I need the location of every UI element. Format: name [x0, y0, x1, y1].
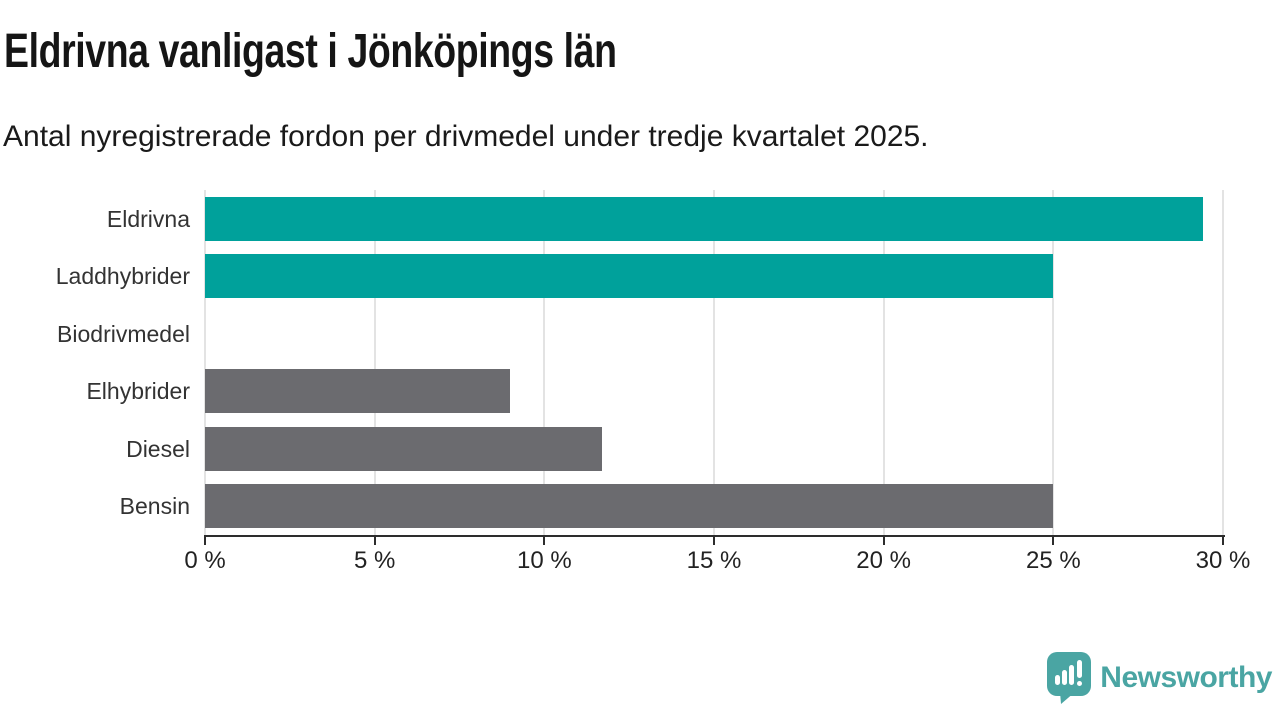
- x-tick-label: 5 %: [353, 547, 396, 574]
- gridline: [1222, 190, 1224, 535]
- x-axis-tick: [373, 537, 376, 545]
- x-tick-label: 0 %: [184, 547, 226, 574]
- x-tick-label: 30 %: [1195, 547, 1251, 574]
- category-label: Bensin: [119, 493, 190, 520]
- gridline: [1052, 190, 1055, 535]
- x-axis-tick: [204, 537, 206, 545]
- category-label: Elhybrider: [86, 378, 190, 405]
- newsworthy-brand-text: Newsworthy: [1100, 661, 1272, 694]
- plot-area: [204, 190, 1224, 535]
- x-tick-label: 15 %: [686, 547, 742, 574]
- chart-subtitle: Antal nyregistrerade fordon per drivmede…: [3, 120, 929, 153]
- bar-elhybrider: [205, 369, 511, 414]
- chart-title: Eldrivna vanligast i Jönköpings län: [4, 25, 617, 78]
- category-label: Diesel: [126, 435, 190, 462]
- x-axis-tick: [543, 537, 546, 545]
- x-axis-tick: [713, 537, 715, 545]
- x-tick-label: 25 %: [1025, 547, 1081, 574]
- category-label: Eldrivna: [106, 205, 190, 232]
- gridline: [713, 190, 715, 535]
- gridline: [882, 190, 885, 535]
- gridline: [204, 190, 206, 535]
- x-axis-tick: [1052, 537, 1055, 545]
- x-tick-label: 10 %: [516, 547, 572, 574]
- x-axis-line: [204, 535, 1225, 537]
- bar-eldrivna: [205, 196, 1203, 241]
- newsworthy-speech-bubble-barchart-icon: [1047, 652, 1092, 704]
- x-axis-tick: [1222, 537, 1224, 545]
- x-tick-label: 20 %: [856, 547, 912, 574]
- category-label: Biodrivmedel: [57, 320, 190, 347]
- gridline: [373, 190, 376, 535]
- x-axis-tick: [882, 537, 885, 545]
- bar-diesel: [205, 426, 603, 471]
- bar-bensin: [205, 484, 1054, 529]
- gridline: [543, 190, 546, 535]
- bar-laddhybrider: [205, 254, 1054, 299]
- category-label: Laddhybrider: [55, 263, 190, 290]
- y-axis-category-labels: Eldrivna Laddhybrider Biodrivmedel Elhybrid…: [0, 190, 190, 535]
- newsworthy-logo: Newsworthy: [1047, 652, 1272, 704]
